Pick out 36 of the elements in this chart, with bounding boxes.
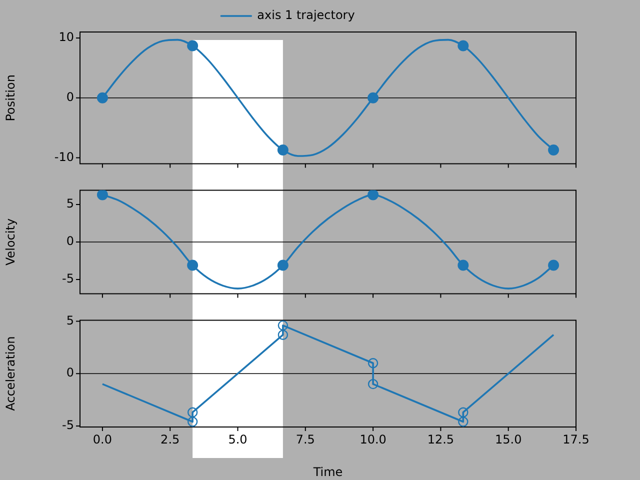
x-tick-label: 5.0 — [228, 432, 248, 446]
x-tick-label: 7.5 — [296, 432, 315, 446]
y-tick-label: 10 — [58, 30, 74, 44]
x-tick-label: 12.5 — [427, 432, 454, 446]
point — [278, 330, 288, 340]
point — [458, 416, 468, 427]
point — [458, 407, 468, 418]
point — [458, 40, 469, 52]
y-tick-label: 0 — [66, 366, 74, 380]
legend-label: axis 1 trajectory — [257, 8, 355, 22]
point — [96, 92, 108, 104]
y-tick-label: 0 — [66, 90, 74, 104]
point — [187, 40, 198, 52]
y-tick-label: 5 — [66, 313, 74, 328]
x-axis-title: Time — [312, 464, 343, 479]
y-axis-title: Position — [3, 74, 18, 122]
point — [548, 144, 560, 156]
x-tick-label: 17.5 — [562, 432, 590, 446]
y-tick-label: 0 — [66, 234, 74, 248]
y-tick-label: -5 — [62, 418, 74, 432]
x-tick-label: 10.0 — [360, 432, 386, 446]
point — [277, 144, 288, 156]
y-axis-title: Acceleration — [3, 336, 18, 411]
point — [368, 92, 379, 104]
point — [187, 416, 198, 427]
point — [368, 358, 378, 368]
y-tick-label: 5 — [66, 196, 74, 211]
y-tick-label: -10 — [54, 150, 74, 164]
y-axis-title: Velocity — [3, 218, 18, 266]
point — [278, 320, 288, 331]
x-tick-label: 0.0 — [92, 432, 112, 446]
y-tick-label: -5 — [62, 272, 74, 286]
point — [368, 378, 378, 390]
point — [187, 407, 198, 418]
x-tick-label: 2.5 — [160, 432, 180, 446]
x-tick-label: 15.0 — [494, 432, 522, 446]
